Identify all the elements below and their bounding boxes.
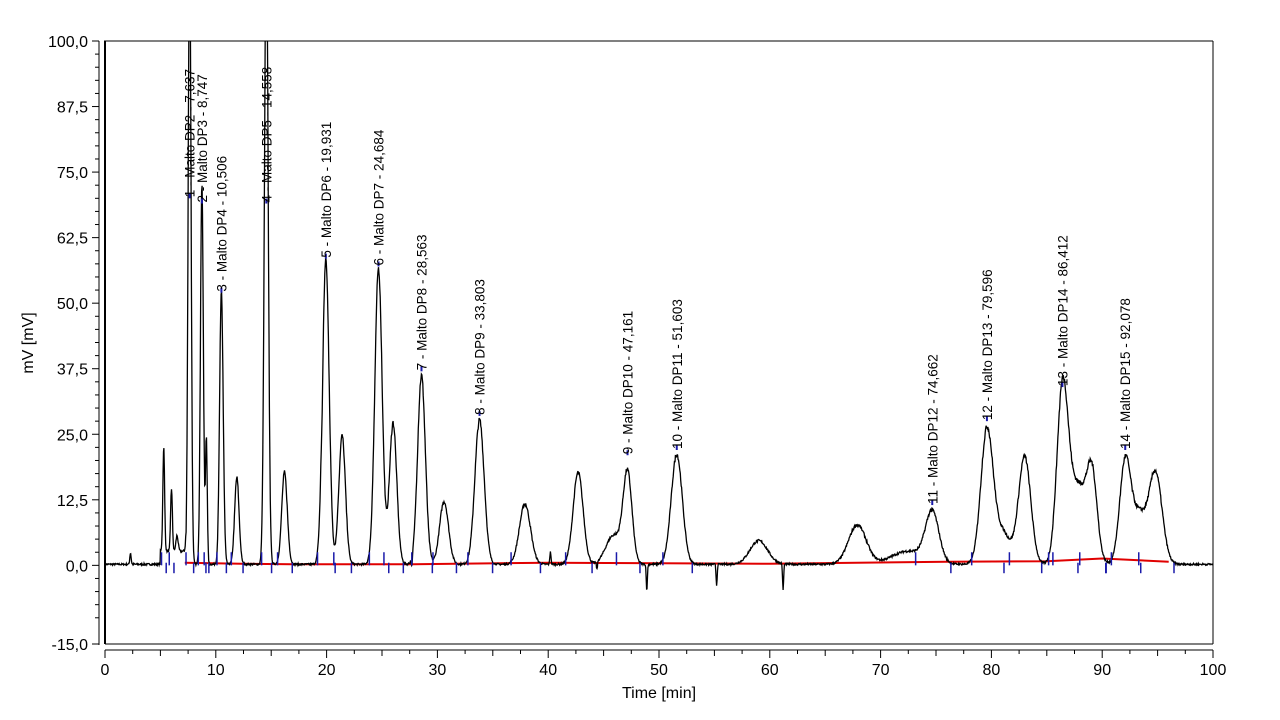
x-tick-label: 100: [1200, 662, 1227, 679]
peak-label: 4 - Malto DP5 - 14,558: [259, 67, 274, 203]
peak-label: 3 - Malto DP4 - 10,506: [214, 156, 229, 292]
x-tick-label: 90: [1093, 662, 1111, 679]
signal-series: [105, 41, 1213, 591]
plot-area: [104, 40, 1214, 645]
peak-label: 12 - Malto DP13 - 79,596: [980, 269, 995, 420]
peak-label: 7 - Malto DP8 - 28,563: [414, 235, 429, 371]
x-tick-label: 0: [101, 662, 110, 679]
peak-label: 5 - Malto DP6 - 19,931: [319, 122, 334, 258]
peak-label: 2 - Malto DP3 - 8,747: [195, 74, 210, 202]
y-tick-label: 12,5: [57, 493, 88, 510]
x-tick-label: 60: [761, 662, 779, 679]
y-tick-label: -15,0: [52, 637, 89, 654]
peak-label: 14 - Malto DP15 - 92,078: [1118, 298, 1133, 449]
y-tick-label: 100,0: [48, 34, 88, 51]
peak-label: 9 - Malto DP10 - 47,161: [621, 311, 636, 454]
y-axis: 100,0 87,5 75,0 62,5 50,0 37,5 25,0 12,5 0,0 -15,…: [48, 34, 106, 654]
peak-label: 6 - Malto DP7 - 24,684: [371, 129, 386, 265]
baseline-series: [184, 557, 1169, 566]
peak-label: 8 - Malto DP9 - 33,803: [473, 279, 488, 415]
y-tick-label: 50,0: [57, 296, 88, 313]
x-tick-label: 30: [429, 662, 447, 679]
peak-label: 1 - Malto DP2 - 7,637: [183, 69, 198, 197]
x-tick-label: 70: [872, 662, 890, 679]
x-axis-label: Time [min]: [622, 685, 696, 702]
x-tick-label: 80: [983, 662, 1001, 679]
x-tick-label: 10: [207, 662, 225, 679]
x-axis: 0 10 20 30 40 50 60 70 80 90 100: [101, 649, 1227, 679]
y-tick-label: 87,5: [57, 100, 88, 117]
y-axis-label: mV [mV]: [20, 312, 37, 373]
y-tick-label: 37,5: [57, 362, 88, 379]
peak-label: 11 - Malto DP12 - 74,662: [925, 354, 940, 504]
y-tick-label: 0,0: [66, 558, 88, 575]
peak-label: 13 - Malto DP14 - 86,412: [1055, 235, 1070, 386]
x-tick-label: 20: [318, 662, 336, 679]
peak-label: 10 - Malto DP11 - 51,603: [670, 299, 685, 449]
x-tick-label: 40: [539, 662, 557, 679]
x-tick-label: 50: [650, 662, 668, 679]
y-tick-label: 75,0: [57, 165, 88, 182]
y-tick-label: 25,0: [57, 427, 88, 444]
y-tick-label: 62,5: [57, 231, 88, 248]
